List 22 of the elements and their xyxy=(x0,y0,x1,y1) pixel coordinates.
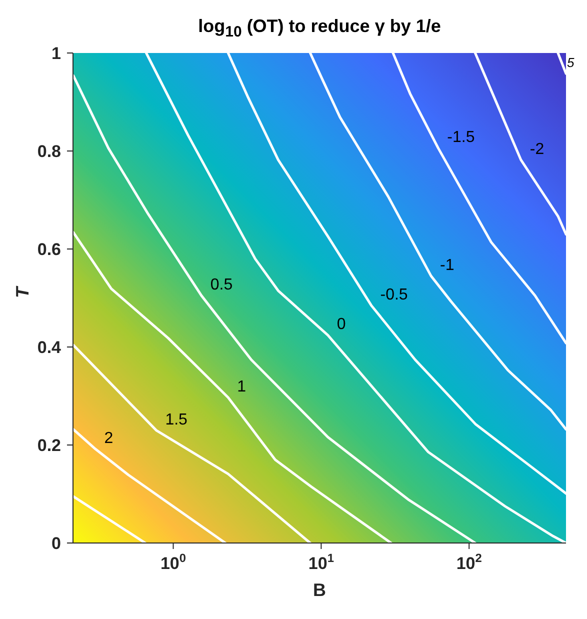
series-label: 1.5 xyxy=(165,411,188,428)
x-axis-title: B xyxy=(313,580,326,600)
series-label: -0.5 xyxy=(380,286,408,304)
y-tick-label: 1 xyxy=(52,44,61,63)
series-label: 0 xyxy=(336,316,346,334)
series-label: -1.5 xyxy=(447,129,475,146)
series-label: -2 xyxy=(530,140,544,158)
y-tick-label: 0.4 xyxy=(37,338,62,357)
y-tick-label: 0.2 xyxy=(37,436,61,455)
series-label: -1 xyxy=(440,256,454,274)
series-label: 0.5 xyxy=(210,276,233,294)
y-tick-label: 0.8 xyxy=(37,142,61,161)
x-tick-label: 10$^{2}$ xyxy=(456,551,482,573)
series-label: 2 xyxy=(104,430,114,447)
y-tick-label: 0.6 xyxy=(37,240,61,259)
y-axis-title: T xyxy=(12,285,32,298)
series-label: 1 xyxy=(237,378,246,396)
y-tick-label: 0 xyxy=(52,534,61,553)
text: 5 xyxy=(567,55,574,70)
x-tick-label: 10$^{1}$ xyxy=(308,551,334,573)
chart-title: log$_{10}$ (OT) to reduce γ by 1/e xyxy=(197,16,442,41)
x-tick-label: 10$^{0}$ xyxy=(160,551,186,573)
